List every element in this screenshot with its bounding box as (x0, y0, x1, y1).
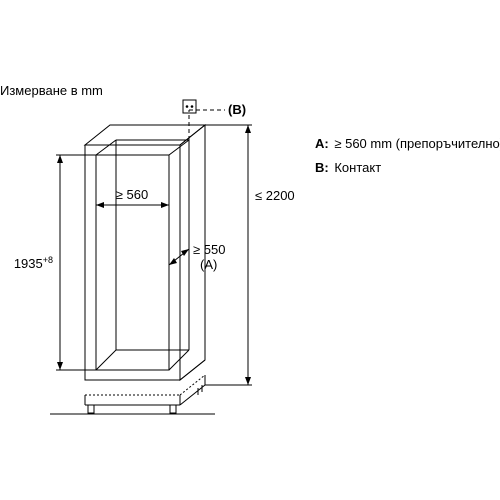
dim-width-inside: ≥ 560 (96, 187, 169, 208)
dim-depth-inside: ≥ 550 (A) (169, 242, 225, 272)
legend-b: B: Контакт (315, 160, 381, 175)
installation-diagram: Измерване в mm A: ≥ 560 mm (препоръчител… (0, 0, 500, 500)
diagram-title: Измерване в mm (0, 83, 103, 98)
dim-depth-inside-note: (A) (200, 257, 217, 272)
dim-depth-inside-value: ≥ 550 (193, 242, 225, 257)
dim-overall-height-value: ≤ 2200 (255, 188, 295, 203)
socket-indicator: (B) (183, 100, 246, 140)
dim-width-inside-value: ≥ 560 (116, 187, 148, 202)
legend-a-label: A: (315, 136, 329, 151)
cabinet-outline (85, 125, 205, 413)
legend-b-label: B: (315, 160, 329, 175)
dim-height-left-value: 1935+8 (14, 255, 53, 271)
legend-a-text: ≥ 560 mm (препоръчително) (334, 136, 500, 151)
socket-label: (B) (228, 102, 246, 117)
legend-b-text: Контакт (334, 160, 381, 175)
dim-height-left: 1935+8 (14, 155, 96, 370)
legend-a: A: ≥ 560 mm (препоръчително) (315, 136, 500, 151)
